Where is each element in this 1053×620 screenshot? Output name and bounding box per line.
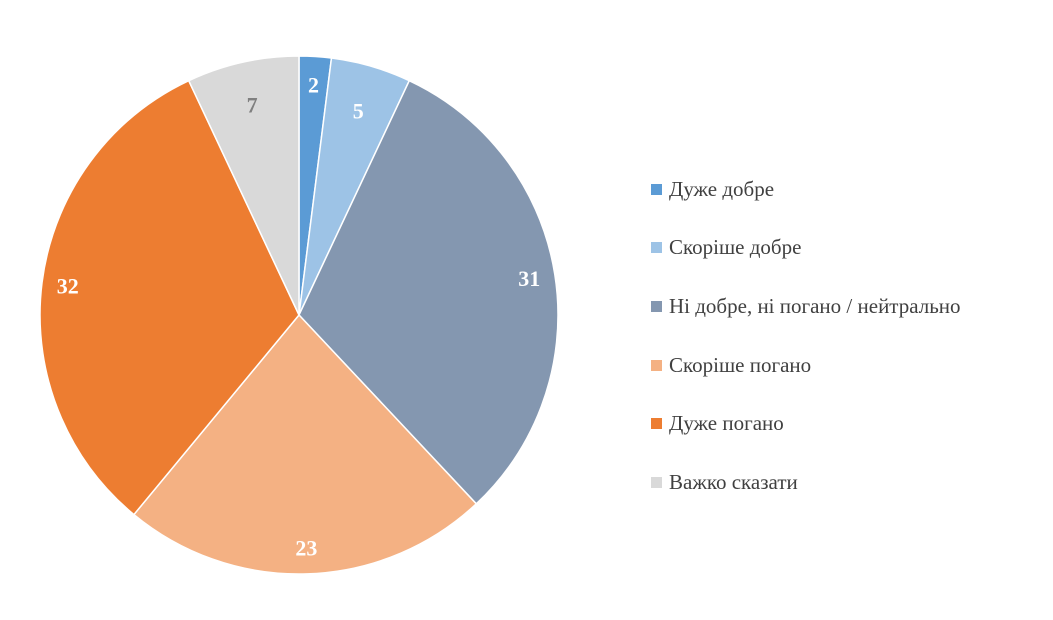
legend-item-very-good: Дуже добре — [651, 160, 1046, 219]
data-label-5: 7 — [247, 93, 258, 118]
legend-swatch-icon — [651, 418, 662, 430]
legend-swatch-icon — [651, 183, 662, 195]
legend-swatch-icon — [651, 242, 662, 254]
pie-slice-2 — [298, 79, 559, 505]
data-label-2: 31 — [518, 266, 540, 291]
pie-slices — [39, 55, 559, 575]
legend-label: Дуже добре — [669, 176, 775, 201]
pie-slice-3 — [132, 313, 478, 575]
pie-slice-4 — [39, 79, 300, 516]
pie-data-labels: 2 5 31 23 32 7 — [57, 72, 540, 560]
legend-label: Ні добре, ні погано / нейтрально — [669, 293, 961, 318]
legend-label: Скоріше добре — [669, 235, 802, 260]
legend-item-rather-good: Скоріше добре — [651, 219, 1046, 278]
pie-chart-plot: 2 5 31 23 32 7 — [39, 55, 559, 575]
pie-slice-5 — [187, 55, 300, 316]
legend-label: Скоріше погано — [669, 352, 812, 377]
legend-item-rather-bad: Скоріше погано — [651, 336, 1046, 395]
legend-label: Дуже погано — [669, 411, 784, 436]
legend-swatch-icon — [651, 300, 662, 312]
data-label-3: 23 — [295, 535, 317, 560]
legend-swatch-icon — [651, 476, 662, 488]
legend-label: Важко сказати — [669, 469, 798, 494]
legend-swatch-icon — [651, 359, 662, 371]
chart-legend: Дуже добре Скоріше добре Ні добре, ні по… — [651, 160, 1046, 512]
legend-item-hard-to-say: Важко сказати — [651, 453, 1046, 512]
legend-item-very-bad: Дуже погано — [651, 394, 1046, 453]
data-label-0: 2 — [308, 72, 319, 97]
data-label-4: 32 — [57, 273, 79, 298]
legend-item-neutral: Ні добре, ні погано / нейтрально — [651, 277, 1046, 336]
data-label-1: 5 — [353, 99, 364, 124]
